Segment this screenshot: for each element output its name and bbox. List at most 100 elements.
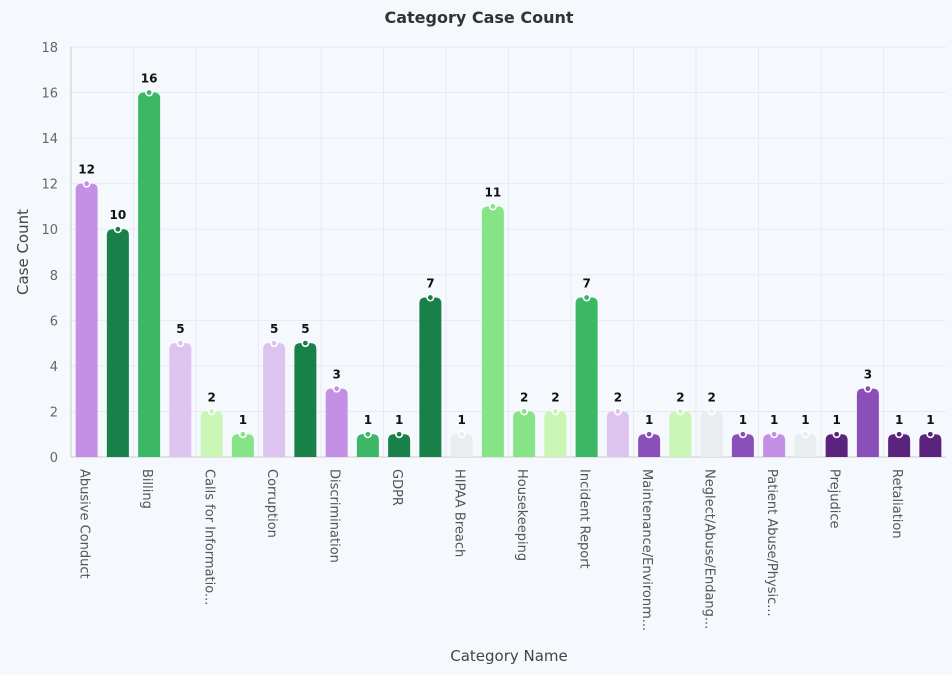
data-label: 7 <box>582 277 590 291</box>
bar-marker <box>801 430 810 439</box>
bar[interactable] <box>419 297 442 457</box>
data-label: 12 <box>78 163 95 177</box>
y-tick-label: 16 <box>41 87 58 102</box>
x-tick-label: Neglect/Abuse/Endang... <box>702 469 717 629</box>
x-ticks: Abusive Conduct Billing Calls for Informat… <box>77 469 905 631</box>
data-label: 16 <box>141 72 158 86</box>
data-label: 11 <box>485 185 502 199</box>
bar[interactable] <box>138 92 161 458</box>
bar-marker <box>551 407 560 416</box>
bar[interactable] <box>763 434 786 457</box>
bar-marker <box>676 407 685 416</box>
y-tick-label: 18 <box>41 41 58 56</box>
x-tick-label: Prejudice <box>827 469 842 529</box>
bar-marker <box>863 384 872 393</box>
data-label: 2 <box>207 390 215 404</box>
y-tick-label: 0 <box>50 451 58 466</box>
y-axis-title: Case Count <box>14 209 32 295</box>
bar-marker <box>363 430 372 439</box>
bar-marker <box>82 179 91 188</box>
bar[interactable] <box>794 434 817 457</box>
bar-marker <box>613 407 622 416</box>
bar[interactable] <box>700 411 723 457</box>
bar[interactable] <box>825 434 848 457</box>
x-tick-label: Billing <box>139 469 154 509</box>
grid <box>71 46 946 457</box>
bar-marker <box>895 430 904 439</box>
bar-marker <box>832 430 841 439</box>
x-tick-label: Discrimination <box>327 469 342 563</box>
data-label: 1 <box>239 413 247 427</box>
data-label: 2 <box>707 390 715 404</box>
bar-marker <box>926 430 935 439</box>
x-tick-label: Housekeeping <box>514 469 529 561</box>
data-label: 1 <box>770 413 778 427</box>
bar-marker <box>238 430 247 439</box>
bar-marker <box>145 88 154 97</box>
bar[interactable] <box>294 343 317 457</box>
bar[interactable] <box>606 411 629 457</box>
bar[interactable] <box>325 388 348 457</box>
y-tick-label: 2 <box>50 405 58 420</box>
data-label: 2 <box>676 390 684 404</box>
x-tick-label: Retaliation <box>889 469 904 539</box>
bar-marker <box>738 430 747 439</box>
data-label: 5 <box>176 322 184 336</box>
y-tick-label: 12 <box>41 178 58 193</box>
bar[interactable] <box>75 183 98 457</box>
x-tick-label: Corruption <box>264 469 279 538</box>
bar[interactable] <box>200 411 223 457</box>
chart-title: Category Case Count <box>384 8 573 27</box>
bar-marker <box>520 407 529 416</box>
bar[interactable] <box>388 434 411 457</box>
data-label: 1 <box>926 413 934 427</box>
y-tick-label: 4 <box>50 360 58 375</box>
bar[interactable] <box>544 411 567 457</box>
data-label: 5 <box>301 322 309 336</box>
bar[interactable] <box>638 434 661 457</box>
x-tick-label: Incident Report <box>577 469 592 569</box>
data-label: 5 <box>270 322 278 336</box>
data-label: 1 <box>895 413 903 427</box>
bar[interactable] <box>856 388 879 457</box>
bar-marker <box>301 339 310 348</box>
x-tick-label: Calls for Informatio... <box>202 469 217 605</box>
bar-marker <box>113 225 122 234</box>
bars <box>75 88 942 458</box>
bar[interactable] <box>481 206 504 457</box>
bar-marker <box>645 430 654 439</box>
data-label: 1 <box>832 413 840 427</box>
bar[interactable] <box>731 434 754 457</box>
bar-marker <box>270 339 279 348</box>
x-axis-title: Category Name <box>450 647 568 665</box>
x-tick-label: Maintenance/Environm... <box>639 469 654 631</box>
data-label: 3 <box>332 368 340 382</box>
y-ticks: 0 2 4 6 8 10 12 14 16 18 <box>41 41 58 466</box>
bar[interactable] <box>263 343 286 457</box>
bar[interactable] <box>169 343 192 457</box>
data-label: 1 <box>395 413 403 427</box>
data-label: 1 <box>457 413 465 427</box>
y-tick-label: 8 <box>50 269 58 284</box>
bar-marker <box>395 430 404 439</box>
bar[interactable] <box>669 411 692 457</box>
bar[interactable] <box>513 411 536 457</box>
bar[interactable] <box>356 434 379 457</box>
x-tick-label: HIPAA Breach <box>452 469 467 557</box>
bar[interactable] <box>231 434 254 457</box>
bar-marker <box>176 339 185 348</box>
x-tick-label: Patient Abuse/Physic... <box>764 469 779 617</box>
bar-marker <box>707 407 716 416</box>
bar[interactable] <box>106 229 129 457</box>
bar-marker <box>582 293 591 302</box>
data-label: 1 <box>739 413 747 427</box>
bar[interactable] <box>575 297 598 457</box>
bar[interactable] <box>919 434 942 457</box>
data-label: 10 <box>110 208 127 222</box>
bar[interactable] <box>888 434 911 457</box>
bar-marker <box>207 407 216 416</box>
bar[interactable] <box>450 434 473 457</box>
data-label: 2 <box>551 390 559 404</box>
